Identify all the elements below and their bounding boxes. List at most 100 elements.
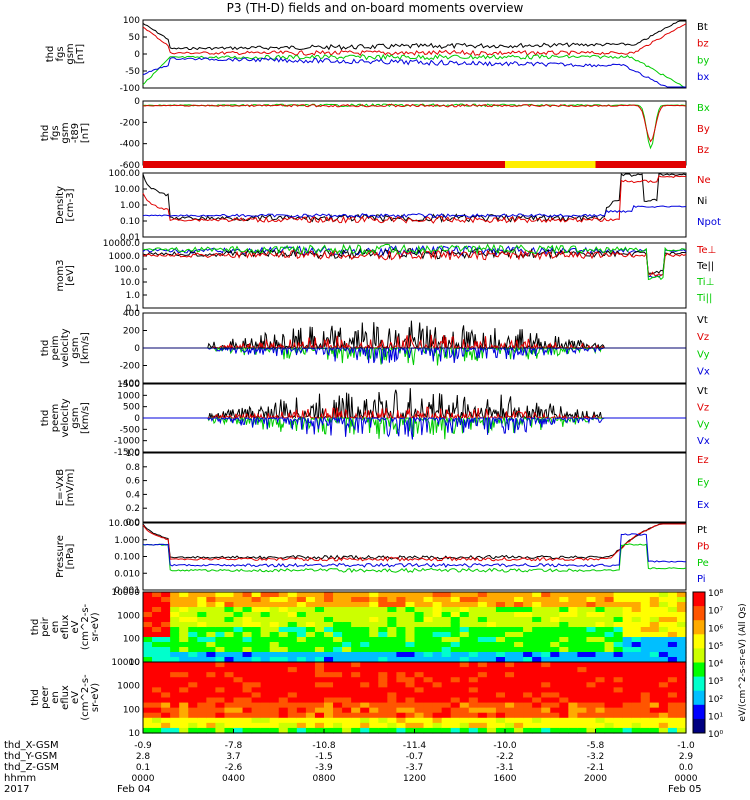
y-label-line-t89-2: gsm bbox=[60, 122, 71, 143]
spectrogram-peir-cell bbox=[459, 632, 470, 638]
spectrogram-peer-cell bbox=[423, 682, 434, 688]
spectrogram-peir-cell bbox=[676, 652, 687, 658]
spectrogram-peer-cell bbox=[586, 682, 597, 688]
spectrogram-peer-cell bbox=[206, 727, 216, 734]
position-0-5: -5.8 bbox=[587, 741, 605, 751]
y-label-peem: thd peem velocity gsm [km/s] bbox=[40, 398, 91, 437]
y-tick-density-1: 10.00 bbox=[114, 185, 140, 195]
spectrogram-peir-cell bbox=[296, 642, 307, 648]
spectrogram-peer-cell bbox=[604, 697, 615, 704]
footer-row-x: thd_X-GSM bbox=[4, 740, 59, 751]
spectrogram-peer-cell bbox=[640, 702, 651, 709]
spectrogram-peir-cell bbox=[450, 647, 461, 653]
series-peim-vt bbox=[143, 320, 686, 350]
spectrogram-peer-cell bbox=[631, 717, 642, 724]
spectrogram-peer-cell bbox=[324, 707, 334, 714]
spectrogram-peer-cell bbox=[523, 677, 533, 683]
spectrogram-peer-cell bbox=[640, 707, 651, 714]
spectrogram-peer-cell bbox=[260, 727, 271, 734]
spectrogram-peer-cell bbox=[333, 707, 343, 714]
spectrogram-peir-cell bbox=[152, 602, 162, 608]
spectrogram-peir-cell bbox=[152, 607, 162, 613]
spectrogram-peir-cell bbox=[595, 647, 606, 653]
spectrogram-peer-cell bbox=[649, 677, 660, 683]
spectrogram-peer-cell bbox=[152, 662, 162, 668]
spectrogram-peer-cell bbox=[215, 677, 226, 683]
spectrogram-peer-cell bbox=[667, 667, 678, 673]
spectrogram-peir-cell bbox=[351, 617, 361, 623]
y-label-line-fgs-2: gsm bbox=[65, 43, 76, 64]
spectrogram-peir-cell bbox=[523, 602, 533, 608]
spectrogram-peer-cell bbox=[278, 692, 289, 699]
spectrogram-peir-cell bbox=[333, 607, 343, 613]
spectrogram-peir-cell bbox=[568, 637, 578, 643]
y-label-line-peim-4: [km/s] bbox=[80, 332, 91, 364]
spectrogram-peir-cell bbox=[342, 652, 352, 658]
spectrogram-peer-cell bbox=[269, 672, 280, 678]
y-tick-temp-1: 1000.0 bbox=[109, 252, 141, 262]
spectrogram-peer-cell bbox=[188, 692, 198, 699]
spectrogram-peer-cell bbox=[251, 667, 262, 673]
spectrogram-peir-cell bbox=[505, 597, 515, 603]
spectrogram-peer-cell bbox=[351, 662, 361, 668]
spectrogram-peer-cell bbox=[396, 697, 407, 704]
spectrogram-peir-cell bbox=[459, 612, 470, 618]
spectrogram-peir-cell bbox=[324, 647, 334, 653]
spectrogram-peer-cell bbox=[333, 667, 343, 673]
spectrogram-peir-cell bbox=[676, 647, 687, 653]
series-temp-ti-par bbox=[142, 243, 687, 281]
spectrogram-peir-cell bbox=[396, 617, 407, 623]
spectrogram-peir-cell bbox=[296, 657, 307, 663]
spectrogram-peir-cell bbox=[161, 607, 171, 613]
spectrogram-peir-cell bbox=[387, 627, 397, 633]
spectrogram-peir-cell bbox=[152, 612, 162, 618]
spectrogram-peer-cell bbox=[188, 687, 198, 694]
spectrogram-peir-cell bbox=[396, 632, 407, 638]
spectrogram-peer-cell bbox=[550, 687, 560, 694]
spectrogram-peir bbox=[143, 592, 687, 663]
spectrogram-peer-cell bbox=[197, 667, 207, 673]
spectrogram-peir-cell bbox=[631, 627, 642, 633]
colorbar-tick-2: 10⁶ bbox=[708, 624, 723, 634]
spectrogram-peir-cell bbox=[269, 607, 280, 613]
spectrogram-peer-cell bbox=[595, 727, 606, 734]
position-2-3: -3.7 bbox=[406, 763, 424, 773]
spectrogram-peir-cell bbox=[405, 607, 416, 613]
spectrogram-peer-cell bbox=[242, 727, 253, 734]
spectrogram-peir-cell bbox=[143, 597, 153, 603]
spectrogram-peir-cell bbox=[505, 657, 515, 663]
spectrogram-peer-cell bbox=[161, 677, 171, 683]
spectrogram-peir-cell bbox=[495, 647, 506, 653]
spectrogram-peer-cell bbox=[423, 712, 434, 719]
spectrogram-peir-cell bbox=[658, 632, 669, 638]
spectrogram-peir-cell bbox=[305, 647, 316, 653]
y-label-line-temp-1: [eV] bbox=[65, 265, 76, 286]
colorbar-segment-4 bbox=[693, 648, 705, 663]
spectrogram-peir-cell bbox=[188, 597, 198, 603]
spectrogram-peir-cell bbox=[640, 617, 651, 623]
spectrogram-peir-cell bbox=[251, 627, 262, 633]
spectrogram-peer-cell bbox=[550, 707, 560, 714]
spectrogram-peer-cell bbox=[432, 687, 443, 694]
spectrogram-peer-cell bbox=[658, 672, 669, 678]
spectrogram-peer-cell bbox=[161, 697, 171, 704]
spectrogram-peir-cell bbox=[251, 622, 262, 628]
spectrogram-peir-cell bbox=[152, 622, 162, 628]
y-tick-efield-0: 1.0 bbox=[126, 449, 141, 459]
spectrogram-peer-cell bbox=[532, 677, 542, 683]
spectrogram-peir-cell bbox=[278, 657, 289, 663]
y-label-line-t89-0: thd bbox=[40, 125, 51, 142]
spectrogram-peir-cell bbox=[251, 642, 262, 648]
spectrogram-peer-cell bbox=[260, 687, 271, 694]
spectrogram-peer-cell bbox=[613, 682, 624, 688]
spectrogram-peir-cell bbox=[188, 592, 198, 598]
spectrogram-peir-cell bbox=[333, 602, 343, 608]
spectrogram-peer-cell bbox=[405, 672, 416, 678]
y-tick-temp-5: 0.1 bbox=[126, 304, 140, 314]
spectrogram-peir-cell bbox=[197, 602, 207, 608]
spectrogram-peir-cell bbox=[432, 592, 443, 598]
spectrogram-peer-cell bbox=[450, 687, 461, 694]
spectrogram-peir-cell bbox=[613, 632, 624, 638]
spectrogram-peer-cell bbox=[161, 707, 171, 714]
spectrogram-peir-cell bbox=[468, 632, 479, 638]
